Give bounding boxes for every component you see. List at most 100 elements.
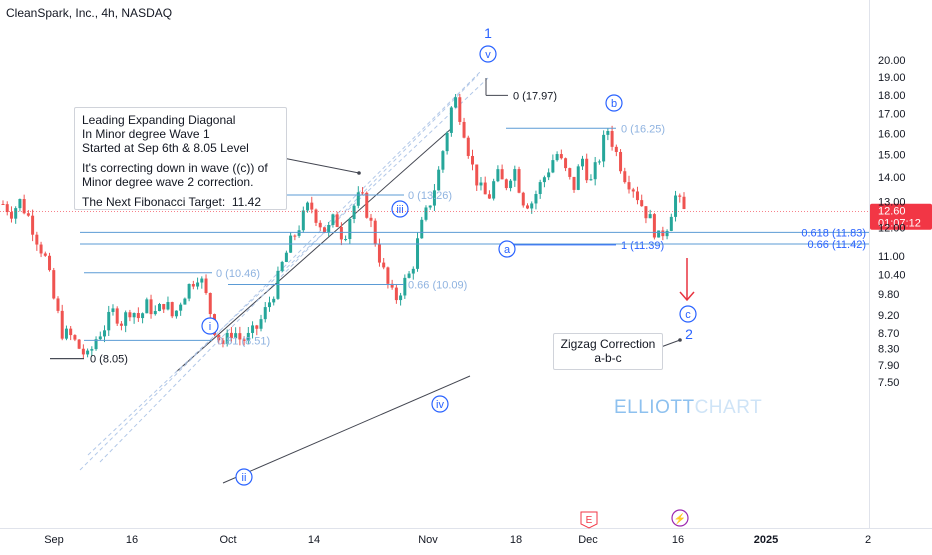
wave-ii-label: ii [242,472,247,484]
candle-body [208,292,212,315]
candle-body [597,161,601,163]
analysis-note[interactable]: Leading Expanding Diagonal In Minor degr… [74,107,287,210]
chart-title: CleanSpark, Inc., 4h, NASDAQ [6,6,173,20]
wave-1-label: 1 [484,25,492,41]
candle-body [52,270,56,299]
candle-body [56,298,60,311]
y-tick-label: 16.00 [878,128,906,140]
candle-body [555,154,559,161]
x-tick-label: Sep [44,534,64,546]
annotation-pointer-dot [357,171,361,175]
candle-body [242,339,246,341]
candle-body [263,307,267,320]
candle-body [513,169,517,181]
candle-body [191,283,195,287]
x-tick-label: Nov [418,534,438,546]
candle-body [238,333,242,340]
y-tick-label: 17.00 [878,109,906,121]
annotation-pointer [277,156,360,174]
wave-b-circle [605,94,623,112]
fib-8-51-label: 0.81 (8.51) [217,335,270,347]
candle-body [217,334,221,341]
candle-body [141,313,145,319]
candle-body [119,323,123,326]
candle-body [107,311,111,331]
candle-body [509,180,513,189]
candle-body [454,97,458,108]
candle-body [496,169,500,182]
candle-body [437,169,441,191]
candle-body [623,171,627,183]
candle-body [284,252,288,262]
candle-body [39,244,43,254]
candle-body [331,214,335,225]
candle-body [322,227,326,233]
candle-body [22,199,26,214]
candle-body [564,158,568,169]
candle-body [399,295,403,301]
y-tick-label: 14.00 [878,172,906,184]
target-arrow-head [679,291,695,302]
y-tick-label: 13.00 [878,196,906,208]
dividend-marker [671,509,689,527]
candle-body [678,195,682,197]
candle-body [572,176,576,190]
candle-body [297,230,301,236]
candle-body [657,230,661,238]
candle-body [111,308,115,312]
candle-body [614,146,618,152]
candle-body [551,160,555,173]
wave-v-label: v [485,49,491,61]
last-price-countdown: 01:07:12 [878,218,921,230]
candle-body [576,166,580,190]
candle-body [86,350,90,355]
y-tick-label: 9.80 [878,289,899,301]
candle-body [136,313,140,319]
candle-body [9,212,13,219]
candle-body [610,131,614,147]
last-price-value: 12.60 [878,206,906,218]
candle-body [280,261,284,271]
x-tick-label: 2025 [754,534,778,546]
candle-body [411,268,415,274]
candle-body [124,312,128,326]
wave-a-circle [498,240,516,258]
zigzag-note[interactable]: Zigzag Correction a-b-c [553,333,663,370]
candle-body [183,298,187,305]
candle-body [225,332,229,344]
candle-body [26,213,30,216]
candle-body [229,332,233,339]
zigzag-pointer [660,339,681,348]
candle-body [661,230,665,237]
candle-body [458,97,462,122]
candle-body [234,333,238,339]
candle-body [259,319,263,329]
watermark: ELLIOTTCHART [614,397,762,419]
candle-body [593,162,597,180]
candle-body [73,335,77,340]
candle-body [301,210,305,231]
candle-body [327,224,331,233]
dashed-channel-line [87,77,489,456]
candle-body [103,330,107,337]
wave-iii-label: iii [396,204,403,216]
candle-body [471,155,475,165]
candle-body [525,205,529,209]
candle-body [69,328,73,336]
candle-body [568,168,572,177]
candle-body [428,205,432,208]
candle-body [64,328,68,339]
candle-body [394,287,398,301]
fib-11-39-label: 1 (11.39) [621,240,664,252]
candle-body [94,339,98,350]
candle-body [674,195,678,217]
candle-body [602,134,606,162]
candle-body [416,238,420,269]
wave-ii-circle [235,468,253,486]
candle-body [487,194,491,199]
wave-i-label: i [209,321,211,333]
candle-body [504,179,508,189]
candle-body [640,200,644,207]
